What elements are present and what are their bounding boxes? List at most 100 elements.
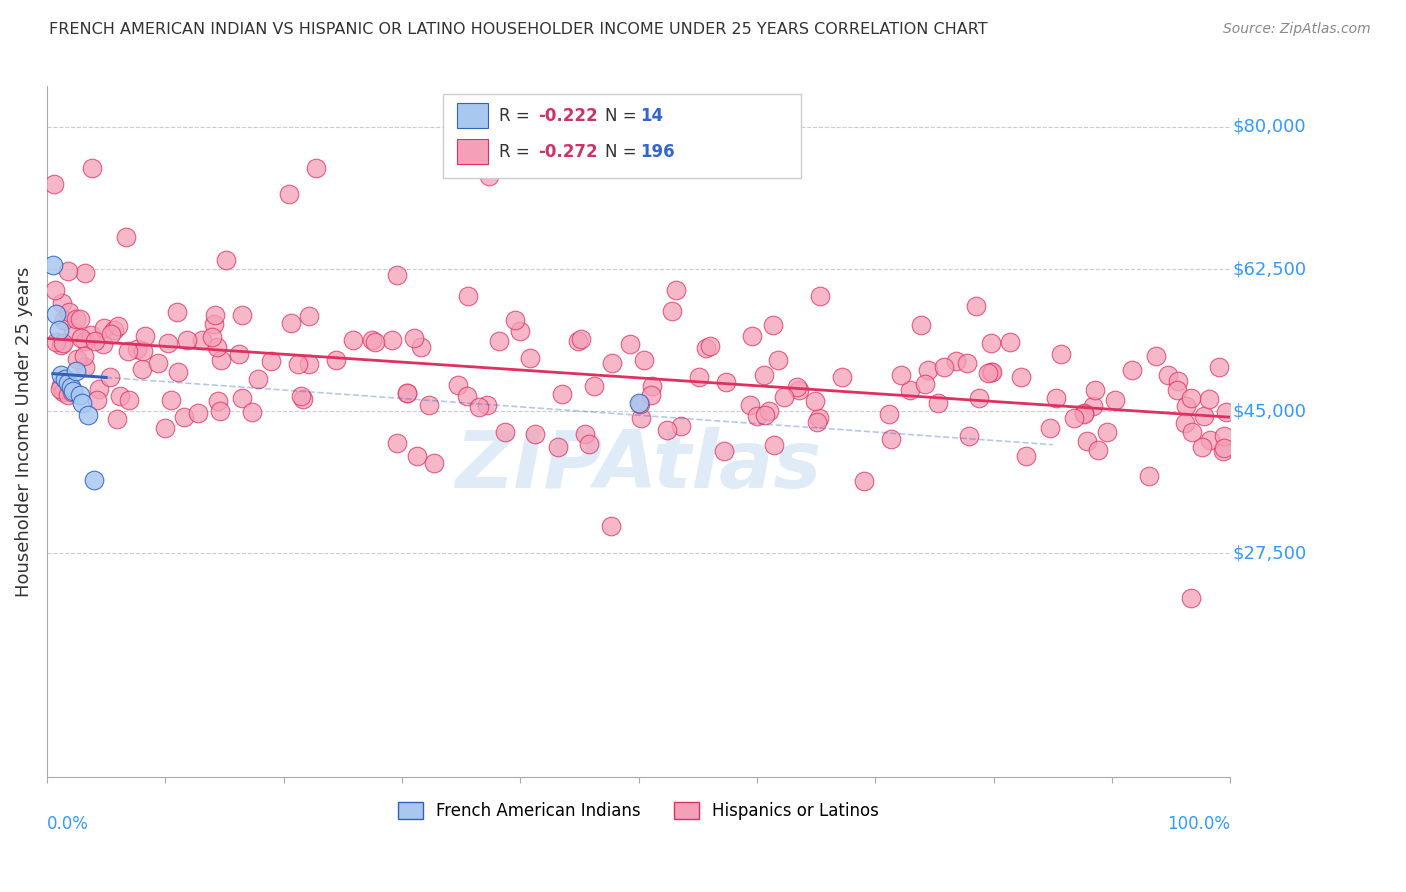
Point xyxy=(1063,410,1085,425)
Point xyxy=(956,356,979,370)
Point xyxy=(146,356,169,370)
Text: $45,000: $45,000 xyxy=(1233,402,1306,420)
Point xyxy=(291,392,314,407)
Point xyxy=(763,437,786,451)
Point xyxy=(509,324,531,338)
Point xyxy=(51,296,73,310)
Point xyxy=(45,307,67,321)
Point xyxy=(418,398,440,412)
Point xyxy=(75,360,97,375)
Point xyxy=(409,340,432,354)
Point xyxy=(260,354,283,368)
Point xyxy=(325,352,347,367)
Point xyxy=(1174,417,1197,431)
Point xyxy=(1000,335,1022,350)
Point xyxy=(1144,349,1167,363)
Text: 14: 14 xyxy=(640,107,662,125)
Point xyxy=(385,268,408,283)
Point xyxy=(1050,347,1073,361)
Point xyxy=(578,437,600,451)
Point xyxy=(231,308,253,322)
Point xyxy=(44,283,66,297)
Point xyxy=(201,330,224,344)
Legend: French American Indians, Hispanics or Latinos: French American Indians, Hispanics or La… xyxy=(391,796,886,827)
Point xyxy=(1137,469,1160,483)
Point xyxy=(298,357,321,371)
Point xyxy=(633,353,655,368)
Point xyxy=(395,385,418,400)
Text: N =: N = xyxy=(605,143,641,161)
Point xyxy=(131,362,153,376)
Text: FRENCH AMERICAN INDIAN VS HISPANIC OR LATINO HOUSEHOLDER INCOME UNDER 25 YEARS C: FRENCH AMERICAN INDIAN VS HISPANIC OR LA… xyxy=(49,22,988,37)
Point xyxy=(58,263,80,277)
Point xyxy=(118,393,141,408)
Point xyxy=(246,371,269,385)
Point xyxy=(478,169,501,183)
Point xyxy=(1073,407,1095,421)
Point xyxy=(110,389,132,403)
Point xyxy=(713,444,735,458)
Point xyxy=(1104,393,1126,408)
Point xyxy=(176,333,198,347)
Text: $80,000: $80,000 xyxy=(1233,118,1306,136)
Point xyxy=(1166,383,1188,397)
Point xyxy=(207,393,229,408)
Point xyxy=(202,317,225,331)
Point xyxy=(69,312,91,326)
Point xyxy=(1156,368,1178,382)
Point xyxy=(547,440,569,454)
Point xyxy=(754,408,776,422)
Point xyxy=(640,387,662,401)
Point xyxy=(83,334,105,349)
Point xyxy=(1073,406,1095,420)
Point xyxy=(665,283,688,297)
Point xyxy=(100,327,122,342)
Text: $27,500: $27,500 xyxy=(1233,544,1306,562)
Point xyxy=(627,396,650,410)
Point xyxy=(93,336,115,351)
Point xyxy=(661,304,683,318)
Point xyxy=(62,326,84,340)
Point xyxy=(619,337,641,351)
Text: N =: N = xyxy=(605,107,641,125)
Point xyxy=(209,403,232,417)
Point xyxy=(910,318,932,333)
Point xyxy=(1045,392,1067,406)
Point xyxy=(877,408,900,422)
Point xyxy=(132,344,155,359)
Text: -0.222: -0.222 xyxy=(538,107,598,125)
Point xyxy=(804,393,827,408)
Point xyxy=(957,428,980,442)
Point xyxy=(342,333,364,347)
Point xyxy=(277,186,299,201)
Point xyxy=(80,161,103,175)
Point xyxy=(524,427,547,442)
Point xyxy=(695,341,717,355)
Point xyxy=(1213,441,1236,455)
Point xyxy=(187,406,209,420)
Point xyxy=(159,392,181,407)
Point xyxy=(207,340,229,354)
Text: 100.0%: 100.0% xyxy=(1167,814,1230,832)
Point xyxy=(280,317,302,331)
Point xyxy=(423,457,446,471)
Point xyxy=(488,334,510,349)
Point xyxy=(1083,399,1105,413)
Point xyxy=(628,397,651,411)
Point xyxy=(290,389,312,403)
Point xyxy=(166,305,188,319)
Point xyxy=(53,313,76,327)
Point xyxy=(714,375,737,389)
Point xyxy=(600,519,623,533)
Point xyxy=(305,161,328,175)
Point xyxy=(1180,392,1202,406)
Point xyxy=(215,252,238,267)
Point xyxy=(45,334,67,349)
Point xyxy=(156,335,179,350)
Point xyxy=(1167,374,1189,388)
Point xyxy=(66,352,89,367)
Point xyxy=(115,229,138,244)
Point xyxy=(1213,429,1236,443)
Point xyxy=(105,412,128,426)
Point xyxy=(657,423,679,437)
